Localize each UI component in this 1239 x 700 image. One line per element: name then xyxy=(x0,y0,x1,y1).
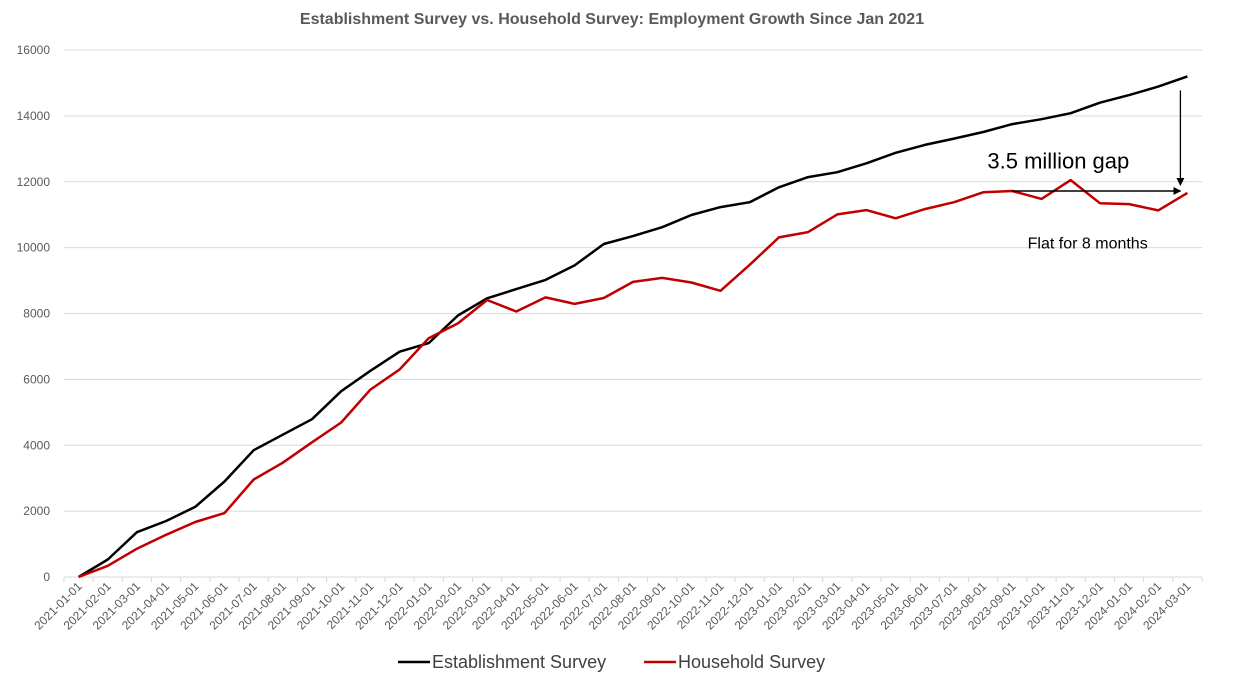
y-tick-label: 10000 xyxy=(17,241,51,255)
y-tick-label: 2000 xyxy=(23,504,50,518)
y-tick-label: 4000 xyxy=(23,438,50,452)
x-axis-ticks: 2021-01-012021-02-012021-03-012021-04-01… xyxy=(31,579,1193,633)
y-axis-ticks: 0 2000 4000 6000 8000 10000 12000 14000 16000 xyxy=(17,43,51,584)
flat-annotation: Flat for 8 months xyxy=(1028,236,1148,253)
y-tick-label: 12000 xyxy=(17,175,51,189)
y-tick-label: 14000 xyxy=(17,109,51,123)
chart-title: Establishment Survey vs. Household Surve… xyxy=(300,11,924,28)
series-lines xyxy=(77,75,1189,579)
y-tick-label: 8000 xyxy=(23,307,50,321)
legend: Establishment Survey Household Survey xyxy=(398,652,825,672)
x-axis-tick-marks xyxy=(63,577,1203,582)
y-tick-label: 0 xyxy=(43,570,50,584)
series-line-establishment xyxy=(77,75,1188,579)
gap-annotation: 3.5 million gap xyxy=(987,149,1129,174)
annotations: 3.5 million gap Flat for 8 months xyxy=(987,90,1185,253)
y-tick-label: 6000 xyxy=(23,372,50,386)
y-tick-label: 16000 xyxy=(17,43,51,57)
legend-label: Establishment Survey xyxy=(432,652,606,672)
legend-label: Household Survey xyxy=(678,652,825,672)
gridlines xyxy=(64,49,1202,512)
series-line-household xyxy=(78,178,1189,579)
